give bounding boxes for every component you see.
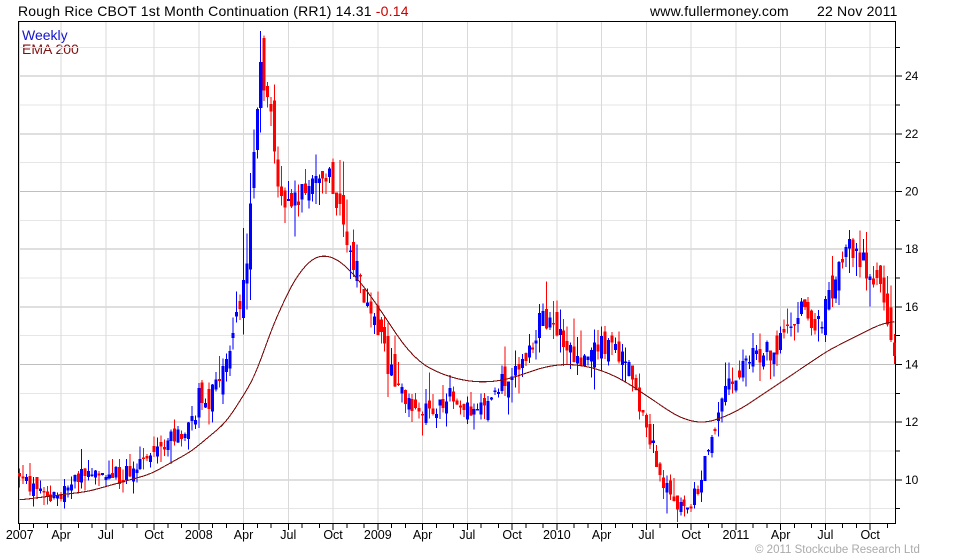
svg-text:Apr: Apr <box>413 528 432 542</box>
svg-text:24: 24 <box>905 69 919 83</box>
svg-text:Jul: Jul <box>98 528 114 542</box>
svg-text:16: 16 <box>905 300 919 314</box>
svg-text:14: 14 <box>905 358 919 372</box>
svg-text:Oct: Oct <box>860 528 880 542</box>
svg-text:10: 10 <box>905 473 919 487</box>
svg-text:Apr: Apr <box>234 528 253 542</box>
svg-text:Apr: Apr <box>771 528 790 542</box>
svg-text:Jul: Jul <box>459 528 475 542</box>
svg-text:18: 18 <box>905 242 919 256</box>
svg-text:22: 22 <box>905 127 919 141</box>
svg-text:Apr: Apr <box>51 528 70 542</box>
svg-text:Oct: Oct <box>144 528 164 542</box>
svg-text:12: 12 <box>905 415 919 429</box>
svg-text:Jul: Jul <box>817 528 833 542</box>
svg-text:Oct: Oct <box>681 528 701 542</box>
svg-text:Jul: Jul <box>638 528 654 542</box>
svg-text:Jul: Jul <box>280 528 296 542</box>
svg-text:20: 20 <box>905 185 919 199</box>
svg-text:2010: 2010 <box>543 528 571 542</box>
svg-text:Apr: Apr <box>592 528 611 542</box>
svg-text:2008: 2008 <box>185 528 213 542</box>
svg-text:Oct: Oct <box>502 528 522 542</box>
svg-text:2011: 2011 <box>722 528 749 542</box>
svg-text:Oct: Oct <box>323 528 343 542</box>
svg-text:2007: 2007 <box>6 528 34 542</box>
svg-text:2009: 2009 <box>364 528 392 542</box>
